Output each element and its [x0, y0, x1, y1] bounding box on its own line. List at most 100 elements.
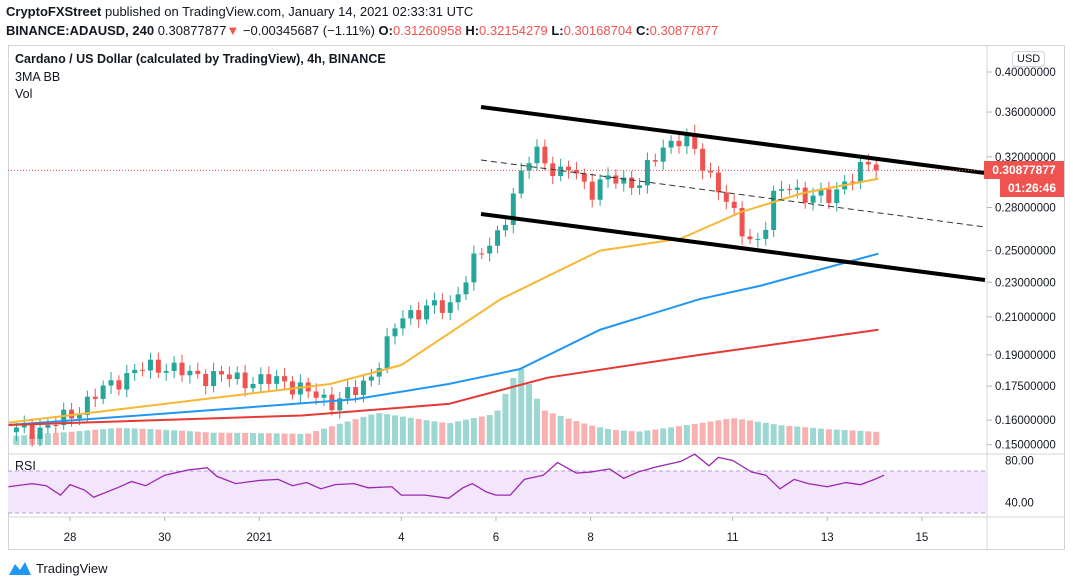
volume-bar — [833, 429, 840, 445]
candle-body — [258, 374, 264, 385]
ma100-line — [8, 252, 879, 426]
candle-body — [424, 305, 430, 320]
candle-body — [147, 359, 153, 371]
volume-bar — [612, 429, 619, 445]
rsi-tick-label: 80.00 — [1005, 456, 1034, 468]
candle-body — [597, 179, 603, 200]
currency-button[interactable]: USD — [1012, 51, 1046, 67]
candle-body — [329, 394, 335, 411]
volume-bar — [131, 428, 138, 445]
legend-indicator-bb[interactable]: 3MA BB — [15, 70, 61, 84]
volume-bar — [462, 419, 469, 445]
candle-body — [779, 189, 785, 191]
y-tick-label: 0.17500000 — [995, 381, 1056, 393]
volume-bar — [794, 426, 801, 445]
candle-body — [581, 173, 587, 182]
volume-bar — [810, 427, 817, 445]
x-tick-label: 8 — [587, 532, 593, 544]
volume-bar — [739, 419, 746, 445]
volume-bar — [297, 433, 304, 445]
volume-bar — [620, 430, 627, 445]
channel-lower-line — [480, 212, 986, 282]
countdown-label: 01:26:46 — [1000, 179, 1064, 197]
candle-body — [84, 396, 90, 415]
volume-bar — [147, 429, 154, 445]
legend-rsi[interactable]: RSI — [15, 459, 36, 473]
candle-body — [416, 310, 422, 320]
candle-body — [376, 368, 382, 377]
volume-bar — [265, 433, 272, 445]
candle-body — [463, 282, 469, 295]
volume-bar — [691, 423, 698, 445]
candle-body — [108, 380, 114, 386]
candle-body — [116, 380, 122, 390]
volume-bar — [352, 419, 359, 445]
candle-body — [739, 207, 745, 237]
close-value: 0.30877877 — [649, 23, 719, 38]
y-tick-label: 0.32000000 — [995, 152, 1056, 164]
candle-body — [337, 398, 343, 411]
candle-body — [542, 146, 548, 164]
candle-body — [684, 133, 690, 147]
candle-body — [408, 310, 414, 319]
candle-body — [234, 372, 240, 380]
volume-bar — [762, 422, 769, 445]
candle-body — [45, 424, 51, 428]
brand-name: TradingView — [36, 560, 108, 576]
candle-body — [392, 328, 398, 337]
volume-bar — [699, 422, 706, 445]
candle-body — [226, 374, 232, 380]
volume-bar — [581, 423, 588, 445]
rsi-tick-label: 40.00 — [1005, 498, 1034, 510]
rsi-band-fill — [8, 471, 987, 513]
volume-bar — [778, 425, 785, 445]
legend-indicator-vol[interactable]: Vol — [15, 87, 33, 101]
candle-body — [731, 201, 737, 208]
candle-body — [171, 362, 177, 372]
volume-bar — [171, 430, 178, 445]
legend-title: Cardano / US Dollar (calculated by Tradi… — [15, 52, 386, 66]
candle-body — [534, 146, 540, 164]
volume-bar — [857, 430, 864, 445]
chart-frame — [8, 45, 1065, 550]
candle-body — [179, 362, 185, 376]
volume-bar — [250, 433, 257, 445]
volume-bar — [415, 418, 422, 445]
candle-body — [384, 336, 390, 369]
high-label: H: — [465, 23, 480, 38]
candle-body — [747, 236, 753, 240]
y-tick-label: 0.15000000 — [995, 440, 1056, 452]
volume-bar — [76, 431, 83, 445]
candle-body — [211, 371, 217, 387]
volume-bar — [273, 433, 280, 445]
current-price-label: 0.30877877 — [984, 161, 1064, 179]
volume-bar — [849, 430, 856, 445]
volume-bar — [84, 430, 91, 445]
candle-body — [644, 160, 650, 186]
y-tick-label: 0.25000000 — [995, 246, 1056, 258]
candle-body — [76, 414, 82, 419]
tradingview-logo[interactable]: TradingView — [8, 559, 108, 577]
volume-bar — [321, 428, 328, 445]
candle-body — [755, 238, 761, 240]
volume-bar — [746, 420, 753, 445]
candle-body — [566, 166, 572, 171]
volume-bar — [226, 432, 233, 445]
publisher[interactable]: CryptoFXStreet — [6, 4, 102, 19]
volume-bar — [526, 384, 533, 445]
candle-body — [439, 300, 445, 313]
candle-body — [621, 177, 627, 184]
volume-bar — [108, 428, 115, 445]
candle-body — [368, 376, 374, 381]
volume-bar — [841, 430, 848, 445]
candle-body — [250, 384, 256, 389]
volume-bar — [242, 432, 249, 445]
candle-body — [487, 245, 493, 254]
candle-body — [431, 300, 437, 306]
volume-bar — [289, 433, 296, 445]
volume-bar — [439, 422, 446, 445]
candle-body — [195, 370, 201, 374]
volume-bar — [865, 431, 872, 445]
candle-body — [802, 187, 808, 203]
